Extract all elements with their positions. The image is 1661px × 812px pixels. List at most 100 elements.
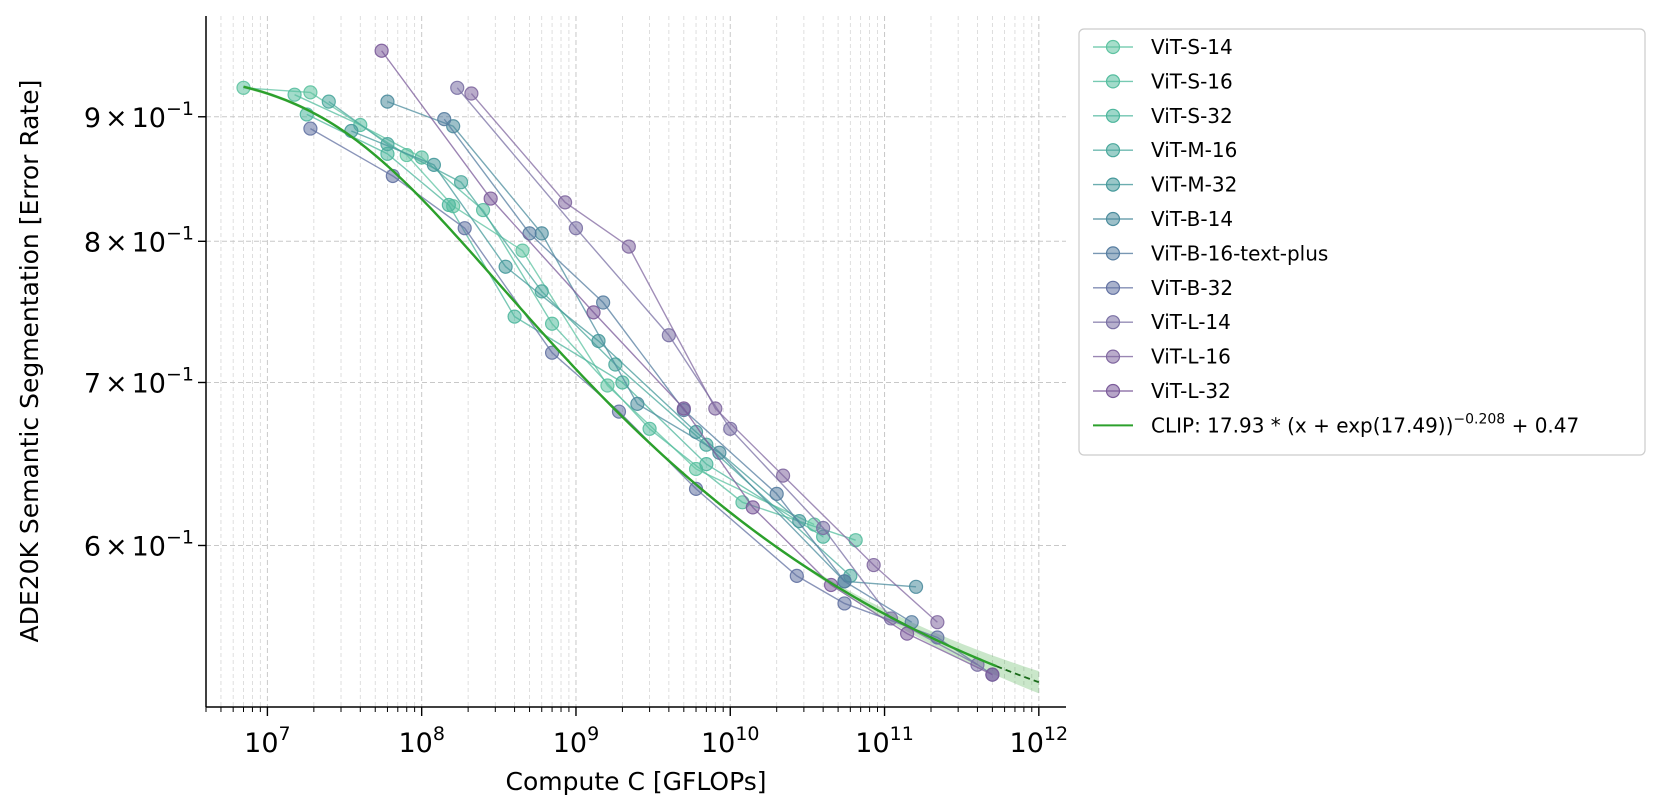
x-tick-label: 1011 (855, 723, 914, 759)
data-point (899, 626, 915, 641)
series-line (294, 94, 856, 541)
legend-label: ViT-L-14 (1151, 310, 1231, 334)
legend-marker (1105, 315, 1121, 330)
y-tick-label: 9 × 10−1 (84, 98, 194, 134)
data-point (642, 421, 657, 436)
data-point (303, 121, 318, 136)
data-point (908, 579, 924, 594)
legend-label: ViT-B-16-text-plus (1151, 241, 1328, 265)
legend-label: ViT-L-16 (1151, 345, 1231, 369)
data-point (303, 85, 318, 100)
fit-curve-group (243, 85, 1040, 684)
series-vit-l-32 (374, 43, 1000, 682)
legend-marker (1105, 349, 1121, 364)
legend-marker (1105, 177, 1121, 192)
data-point (676, 401, 691, 416)
data-point (837, 574, 852, 589)
legend: ViT-S-14 ViT-S-16 ViT-S-32 ViT-M-16 ViT-M-32… (1078, 28, 1646, 456)
y-axis-label: ADE20K Semantic Segmentation [Error Rate… (15, 80, 44, 643)
data-point (522, 226, 537, 241)
series-group (236, 43, 1000, 682)
series-line (381, 50, 993, 676)
axes (205, 16, 1066, 708)
series-line (470, 93, 938, 623)
legend-label: ViT-S-14 (1151, 35, 1233, 59)
data-point (287, 87, 302, 102)
series-line (351, 130, 800, 522)
legend-entry: ViT-B-32 (1093, 276, 1233, 300)
x-tick-label: 1012 (1010, 723, 1069, 759)
data-point (534, 284, 549, 299)
data-point (621, 239, 636, 254)
fit-extrapolation-line (995, 665, 1040, 684)
data-point (544, 316, 560, 331)
legend-label: ViT-B-14 (1151, 207, 1233, 231)
legend-marker (1105, 211, 1121, 227)
data-point (515, 243, 530, 258)
data-point (769, 486, 784, 501)
data-point (426, 157, 442, 172)
data-point (498, 259, 513, 274)
data-point (374, 43, 389, 58)
series-line (310, 127, 993, 676)
data-point (380, 94, 395, 109)
legend-label: ViT-L-32 (1151, 379, 1231, 403)
grid (205, 16, 1066, 707)
legend-marker (1105, 39, 1121, 55)
series-vit-s-16 (287, 87, 863, 548)
legend-entry: ViT-M-16 (1093, 138, 1237, 162)
data-point (848, 533, 863, 548)
legend-entry-fit: CLIP: 17.93 * (x + exp(17.49))−0.208 + 0… (1093, 411, 1579, 437)
x-tick-label: 1010 (701, 723, 760, 759)
x-tick-label: 109 (553, 723, 599, 759)
data-point (745, 500, 760, 515)
data-point (544, 345, 560, 360)
legend-marker (1105, 246, 1121, 261)
legend-entry: ViT-M-32 (1093, 173, 1237, 197)
legend-frame (1078, 28, 1646, 456)
legend-entry: ViT-S-32 (1093, 104, 1233, 128)
series-line (456, 87, 978, 666)
data-point (930, 615, 945, 630)
x-tick-label: 107 (244, 723, 290, 759)
legend-marker (1105, 74, 1121, 89)
data-point (591, 333, 606, 349)
legend-marker (1105, 108, 1121, 123)
data-point (437, 112, 452, 127)
fit-confidence-band (243, 85, 1039, 694)
x-tick-label: 108 (398, 723, 444, 759)
data-point (457, 221, 472, 236)
series-vit-b-14 (380, 94, 924, 594)
data-point (464, 86, 479, 101)
legend-entry: ViT-L-16 (1093, 345, 1231, 369)
fit-line (243, 85, 997, 668)
legend-marker (1105, 143, 1121, 158)
data-point (321, 94, 336, 109)
legend-label: ViT-M-16 (1151, 138, 1237, 162)
data-point (483, 191, 498, 206)
series-vit-l-14 (450, 80, 985, 672)
data-point (866, 557, 881, 573)
data-point (837, 596, 852, 611)
series-vit-m-32 (344, 123, 807, 529)
legend-entry: ViT-S-14 (1093, 35, 1233, 59)
data-point (985, 667, 1000, 682)
data-point (453, 175, 469, 190)
series-line (243, 87, 815, 526)
data-point (557, 195, 573, 210)
data-point (775, 468, 791, 483)
data-point (600, 378, 615, 393)
fit-band (243, 85, 1039, 694)
data-point (789, 568, 804, 583)
data-point (534, 226, 549, 241)
series-line (387, 100, 917, 588)
series-vit-b-16-text-plus (437, 112, 919, 630)
legend-label: ViT-S-32 (1151, 104, 1233, 128)
legend-label: ViT-M-32 (1151, 173, 1237, 197)
data-point (708, 401, 723, 416)
x-axis-label: Compute C [GFLOPs] (506, 767, 767, 796)
data-point (586, 305, 601, 320)
y-tick-label: 6 × 10−1 (84, 526, 194, 562)
data-point (611, 404, 627, 419)
